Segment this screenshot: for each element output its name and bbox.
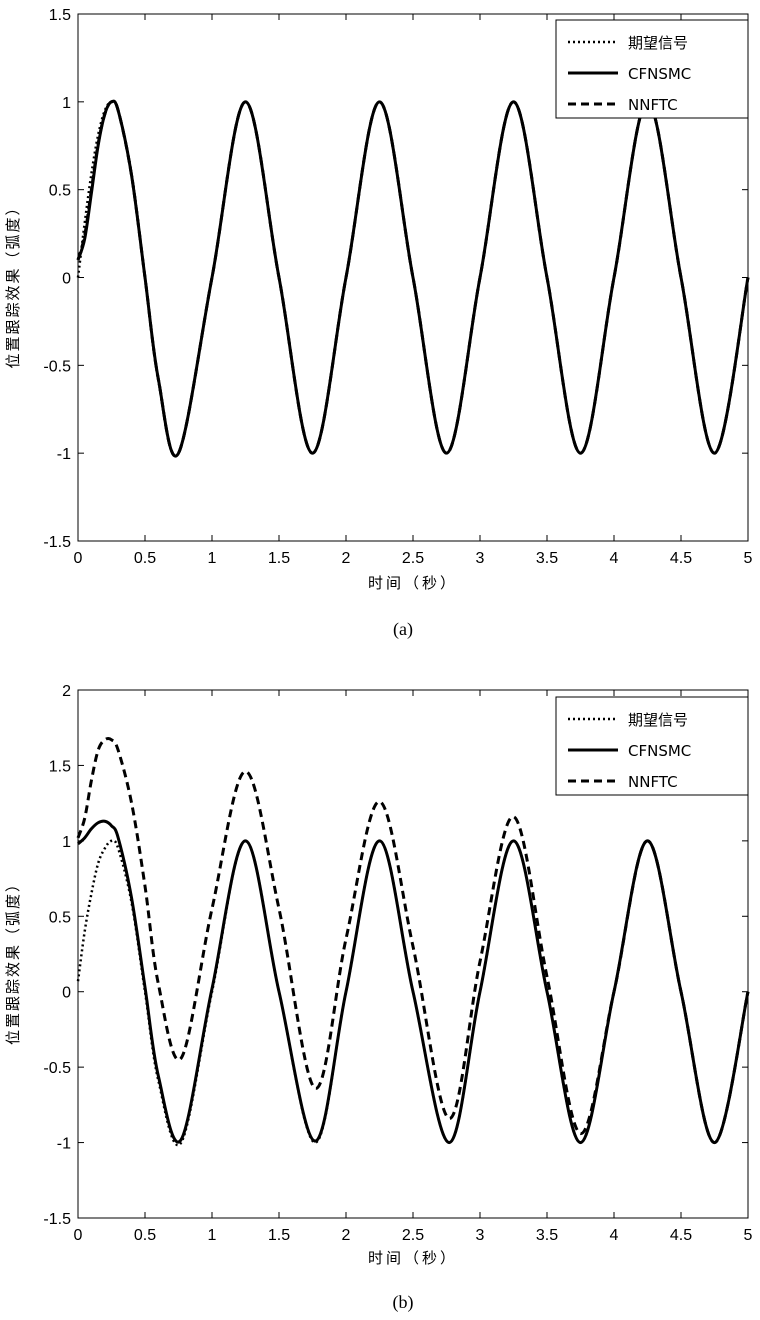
- legend: 期望信号 CFNSMC NNFTC: [556, 697, 748, 795]
- y-tick-label: 2: [62, 683, 71, 700]
- x-tick-label: 2: [342, 1227, 351, 1244]
- legend-label: CFNSMC: [628, 65, 691, 83]
- chart-a: 0 0.5 1 1.5 2 2.5 3 3.5 4 4.5 5 -1.5 -1 -0.5 0 0.5 1 1.5 期…: [4, 7, 753, 640]
- y-tick-label: -0.5: [43, 358, 71, 375]
- legend-label: NNFTC: [628, 96, 678, 114]
- x-tick-label: 1: [208, 550, 217, 567]
- y-axis-label: 位置跟踪效果（弧度）: [4, 875, 22, 1045]
- y-tick-label: 0: [62, 271, 71, 288]
- x-tick-label: 3.5: [536, 1227, 558, 1244]
- x-tick-label: 2.5: [402, 550, 424, 567]
- legend-label: NNFTC: [628, 773, 678, 791]
- x-tick-label: 4: [610, 550, 619, 567]
- x-tick-label: 3: [476, 550, 485, 567]
- x-tick-label: 4.5: [670, 1227, 692, 1244]
- y-tick-label: -1.5: [43, 534, 71, 551]
- x-tick-label: 4: [610, 1227, 619, 1244]
- x-tick-label: 5: [744, 550, 753, 567]
- legend-label: 期望信号: [628, 711, 688, 729]
- y-tick-label: 0: [62, 985, 71, 1002]
- y-tick-label: 0.5: [49, 183, 71, 200]
- y-tick-label: -0.5: [43, 1060, 71, 1077]
- y-tick-label: -1: [57, 1136, 71, 1153]
- x-tick-label: 0.5: [134, 1227, 156, 1244]
- figure-caption: (b): [393, 1292, 414, 1313]
- x-tick-label: 0: [74, 550, 83, 567]
- chart-b: 0 0.5 1 1.5 2 2.5 3 3.5 4 4.5 5 -1.5 -1 -0.5 0 0.5 1 1.5 2…: [4, 683, 753, 1313]
- x-tick-label: 1.5: [268, 1227, 290, 1244]
- y-tick-label: 1.5: [49, 7, 71, 24]
- x-tick-label: 2.5: [402, 1227, 424, 1244]
- x-tick-label: 1.5: [268, 550, 290, 567]
- figure-caption: (a): [393, 619, 413, 640]
- x-tick-label: 0.5: [134, 550, 156, 567]
- y-tick-label: -1: [57, 446, 71, 463]
- x-tick-label: 3.5: [536, 550, 558, 567]
- x-tick-label: 3: [476, 1227, 485, 1244]
- x-tick-label: 0: [74, 1227, 83, 1244]
- x-tick-label: 5: [744, 1227, 753, 1244]
- y-tick-label: 1.5: [49, 758, 71, 775]
- y-tick-label: 0.5: [49, 909, 71, 926]
- x-tick-label: 1: [208, 1227, 217, 1244]
- y-axis-label: 位置跟踪效果（弧度）: [4, 198, 22, 368]
- y-tick-label: -1.5: [43, 1211, 71, 1228]
- x-axis-label: 时间（秒）: [368, 1249, 458, 1267]
- x-axis-label: 时间（秒）: [368, 574, 458, 592]
- x-tick-label: 2: [342, 550, 351, 567]
- legend-label: 期望信号: [628, 34, 688, 52]
- legend: 期望信号 CFNSMC NNFTC: [556, 20, 748, 118]
- x-tick-label: 4.5: [670, 550, 692, 567]
- y-tick-label: 1: [62, 834, 71, 851]
- legend-label: CFNSMC: [628, 742, 691, 760]
- y-tick-label: 1: [62, 95, 71, 112]
